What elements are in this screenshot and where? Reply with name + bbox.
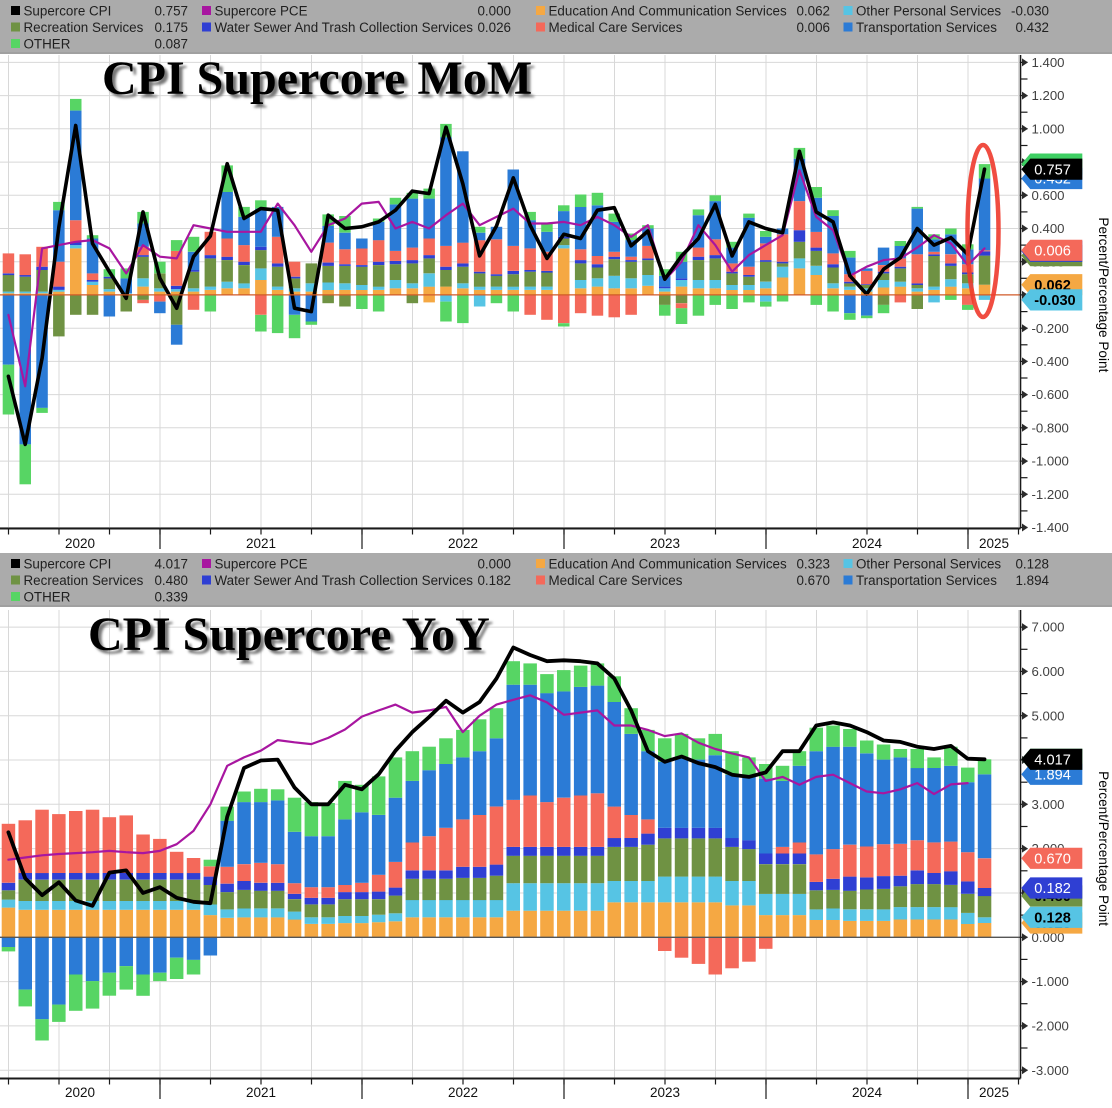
svg-text:2021: 2021 (246, 536, 276, 551)
svg-text:0.000: 0.000 (477, 556, 511, 571)
svg-text:-1.000: -1.000 (1032, 454, 1069, 469)
svg-text:-0.030: -0.030 (1034, 293, 1075, 309)
svg-text:3.000: 3.000 (1032, 797, 1065, 812)
svg-text:-0.800: -0.800 (1032, 420, 1069, 435)
svg-text:0.670: 0.670 (1034, 852, 1071, 868)
svg-text:Percent/Percentage Point: Percent/Percentage Point (1096, 771, 1111, 926)
svg-text:1.000: 1.000 (1032, 121, 1065, 136)
svg-text:Supercore CPI: Supercore CPI (24, 556, 112, 571)
svg-text:0.087: 0.087 (154, 36, 188, 51)
svg-text:0.000: 0.000 (1032, 930, 1065, 945)
svg-text:Medical Care Services: Medical Care Services (549, 573, 683, 588)
svg-text:2020: 2020 (65, 1085, 95, 1100)
svg-text:0.006: 0.006 (1034, 244, 1071, 260)
svg-text:0.600: 0.600 (1032, 188, 1065, 203)
svg-text:0.175: 0.175 (154, 20, 188, 35)
svg-text:2020: 2020 (65, 536, 95, 551)
svg-text:2022: 2022 (448, 1085, 478, 1100)
svg-text:-3.000: -3.000 (1032, 1063, 1069, 1078)
svg-text:5.000: 5.000 (1032, 708, 1065, 723)
svg-text:-0.600: -0.600 (1032, 387, 1069, 402)
svg-text:0.062: 0.062 (796, 3, 830, 18)
svg-text:Transportation Services: Transportation Services (856, 573, 997, 588)
svg-text:2024: 2024 (852, 536, 883, 551)
svg-text:2025: 2025 (979, 536, 1009, 551)
svg-text:-1.200: -1.200 (1032, 487, 1069, 502)
svg-text:Recreation Services: Recreation Services (24, 573, 144, 588)
svg-text:Other Personal Services: Other Personal Services (856, 556, 1001, 571)
svg-text:Other Personal Services: Other Personal Services (856, 3, 1001, 18)
svg-text:Water Sewer And Trash Collecti: Water Sewer And Trash Collection Service… (215, 20, 474, 35)
svg-text:4.017: 4.017 (154, 556, 188, 571)
svg-text:Supercore PCE: Supercore PCE (215, 3, 308, 18)
svg-text:1.200: 1.200 (1032, 88, 1065, 103)
svg-text:Transportation Services: Transportation Services (856, 20, 997, 35)
svg-text:2023: 2023 (650, 1085, 680, 1100)
svg-text:-1.000: -1.000 (1032, 974, 1069, 989)
svg-text:1.894: 1.894 (1034, 768, 1071, 784)
svg-text:Recreation Services: Recreation Services (24, 20, 144, 35)
svg-text:Medical Care Services: Medical Care Services (549, 20, 683, 35)
svg-text:4.017: 4.017 (1034, 753, 1071, 769)
svg-text:2024: 2024 (852, 1085, 883, 1100)
svg-text:OTHER: OTHER (24, 36, 71, 51)
svg-text:Education And Communication Se: Education And Communication Services (549, 3, 787, 18)
svg-text:-2.000: -2.000 (1032, 1019, 1069, 1034)
svg-text:0.400: 0.400 (1032, 221, 1065, 236)
svg-text:Supercore PCE: Supercore PCE (215, 556, 308, 571)
svg-text:0.323: 0.323 (796, 556, 830, 571)
svg-text:-0.200: -0.200 (1032, 321, 1069, 336)
svg-text:1.400: 1.400 (1032, 55, 1065, 70)
svg-text:0.026: 0.026 (477, 20, 511, 35)
svg-text:0.182: 0.182 (477, 573, 511, 588)
svg-text:7.000: 7.000 (1032, 620, 1065, 635)
svg-text:2025: 2025 (979, 1085, 1009, 1100)
svg-text:0.480: 0.480 (154, 573, 188, 588)
svg-text:0.000: 0.000 (477, 3, 511, 18)
svg-text:-1.400: -1.400 (1032, 520, 1069, 535)
svg-text:0.670: 0.670 (796, 573, 830, 588)
svg-text:0.006: 0.006 (796, 20, 830, 35)
svg-text:2023: 2023 (650, 536, 680, 551)
svg-text:Supercore CPI: Supercore CPI (24, 3, 112, 18)
svg-text:0.757: 0.757 (154, 3, 188, 18)
svg-text:6.000: 6.000 (1032, 664, 1065, 679)
svg-text:2021: 2021 (246, 1085, 276, 1100)
svg-text:0.757: 0.757 (1034, 162, 1071, 178)
svg-text:Water Sewer And Trash Collecti: Water Sewer And Trash Collection Service… (215, 573, 474, 588)
svg-text:0.432: 0.432 (1015, 20, 1049, 35)
svg-text:0.182: 0.182 (1034, 881, 1071, 897)
svg-text:0.128: 0.128 (1015, 556, 1049, 571)
svg-text:Education And Communication Se: Education And Communication Services (549, 556, 787, 571)
svg-text:-0.030: -0.030 (1011, 3, 1049, 18)
svg-text:1.894: 1.894 (1015, 573, 1049, 588)
svg-text:0.339: 0.339 (154, 589, 188, 604)
svg-text:0.128: 0.128 (1034, 911, 1071, 927)
svg-text:2022: 2022 (448, 536, 478, 551)
svg-text:Percent/Percentage Point: Percent/Percentage Point (1096, 217, 1111, 372)
svg-text:OTHER: OTHER (24, 589, 71, 604)
svg-text:-0.400: -0.400 (1032, 354, 1069, 369)
